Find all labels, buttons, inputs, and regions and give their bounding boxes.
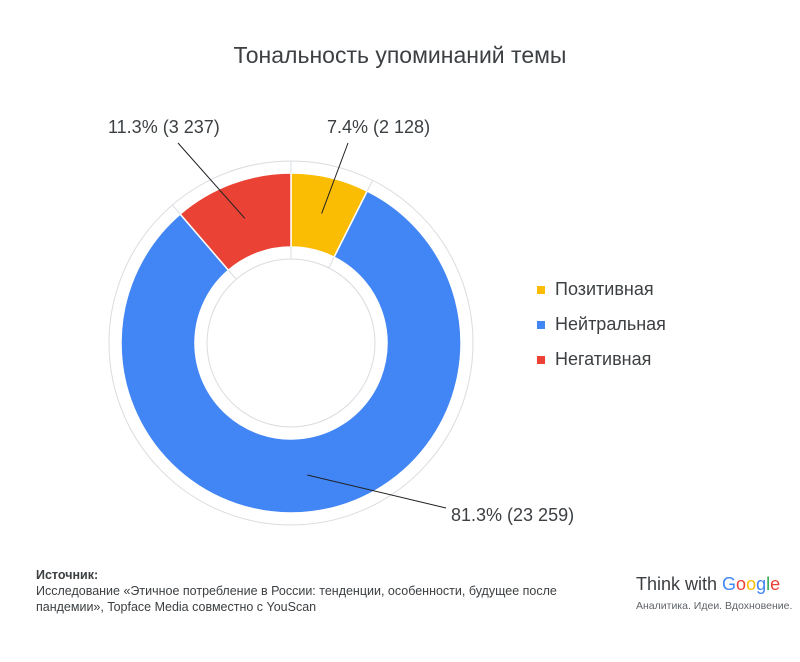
inner-separator: [328, 256, 335, 269]
inner-separator: [228, 269, 237, 280]
brand-tagline: Аналитика. Идеи. Вдохновение.: [636, 600, 793, 612]
data-label-positive: 7.4% (2 128): [327, 117, 430, 137]
legend-item-negative: Негативная: [537, 342, 666, 377]
chart-legend: Позитивная Нейтральная Негативная: [537, 272, 666, 377]
brand-name: Think with Google: [636, 574, 786, 595]
leader-line-neutral: [307, 474, 447, 509]
leader-line-negative: [177, 142, 246, 219]
data-label-neutral: 81.3% (23 259): [451, 505, 574, 525]
source-heading: Источник:: [36, 568, 99, 582]
legend-swatch-neutral: [537, 320, 545, 329]
slice-negative: [179, 172, 292, 272]
source-text: Исследование «Этичное потребление в Росс…: [36, 584, 557, 614]
chart-title: Тональность упоминаний темы: [233, 42, 567, 68]
think-with-google-logo: Think with Google Аналитика. Идеи. Вдохн…: [636, 574, 793, 612]
brand-letter: G: [722, 574, 737, 594]
legend-item-neutral: Нейтральная: [537, 307, 666, 342]
legend-swatch-positive: [537, 285, 545, 294]
brand-letter: o: [746, 574, 757, 594]
legend-label-negative: Негативная: [555, 349, 652, 369]
brand-letter: l: [766, 574, 771, 594]
inner-guide-ring: [206, 258, 376, 428]
legend-item-positive: Позитивная: [537, 272, 666, 307]
label-leader-lines: [177, 142, 447, 509]
source-note: Источник: Исследование «Этичное потребле…: [36, 567, 576, 615]
legend-label-neutral: Нейтральная: [555, 314, 666, 334]
data-label-negative: 11.3% (3 237): [108, 117, 220, 137]
brand-letter: g: [756, 574, 767, 594]
slice-neutral: [120, 190, 462, 514]
outer-separator: [171, 204, 181, 215]
brand-letter: e: [770, 574, 781, 594]
brand-think-with: Think with: [636, 574, 723, 594]
chart-slices: [120, 161, 462, 514]
outer-separator: [366, 180, 374, 192]
legend-swatch-negative: [537, 355, 545, 364]
brand-letter: o: [736, 574, 747, 594]
legend-label-positive: Позитивная: [555, 279, 654, 299]
leader-line-positive: [321, 142, 349, 214]
data-labels: 7.4% (2 128) 81.3% (23 259) 11.3% (3 237): [108, 117, 574, 525]
